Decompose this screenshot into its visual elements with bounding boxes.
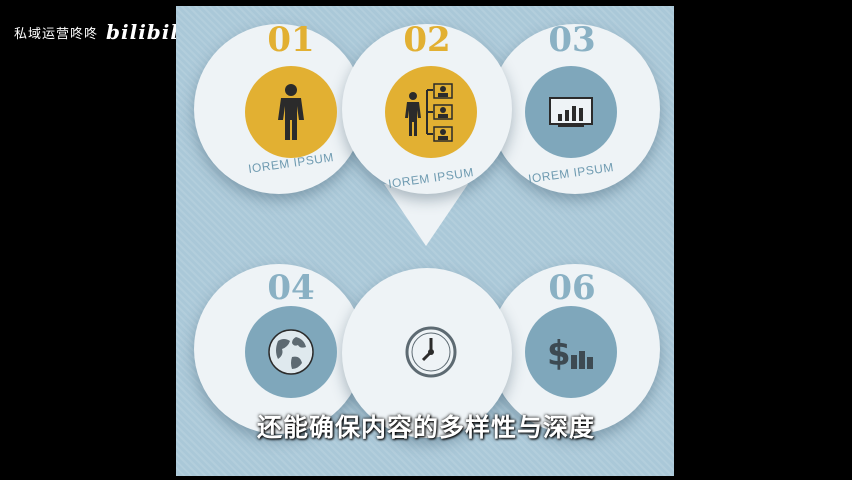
item-number-04: 04	[267, 268, 315, 308]
item-number-01: 01	[267, 20, 315, 60]
watermark: 私域运营咚咚 bilibili	[14, 20, 188, 44]
globe-icon	[245, 306, 337, 398]
svg-text:$: $	[547, 334, 571, 374]
item-number-06: 06	[548, 268, 596, 308]
presentation-icon	[525, 66, 617, 158]
channel-name: 私域运营咚咚	[14, 26, 99, 42]
circle-pointer	[384, 184, 468, 246]
infographic-panel: 01 02 03 04 06	[176, 6, 674, 476]
clock-icon	[385, 306, 477, 398]
item-number-02: 02	[403, 20, 451, 60]
subtitle-caption: 还能确保内容的多样性与深度	[256, 413, 595, 442]
person-icon	[245, 66, 337, 158]
dollar-icon: $	[525, 306, 617, 398]
item-number-03: 03	[548, 20, 596, 60]
bilibili-logo: bilibili	[106, 20, 188, 44]
org-chart-icon	[385, 66, 477, 158]
